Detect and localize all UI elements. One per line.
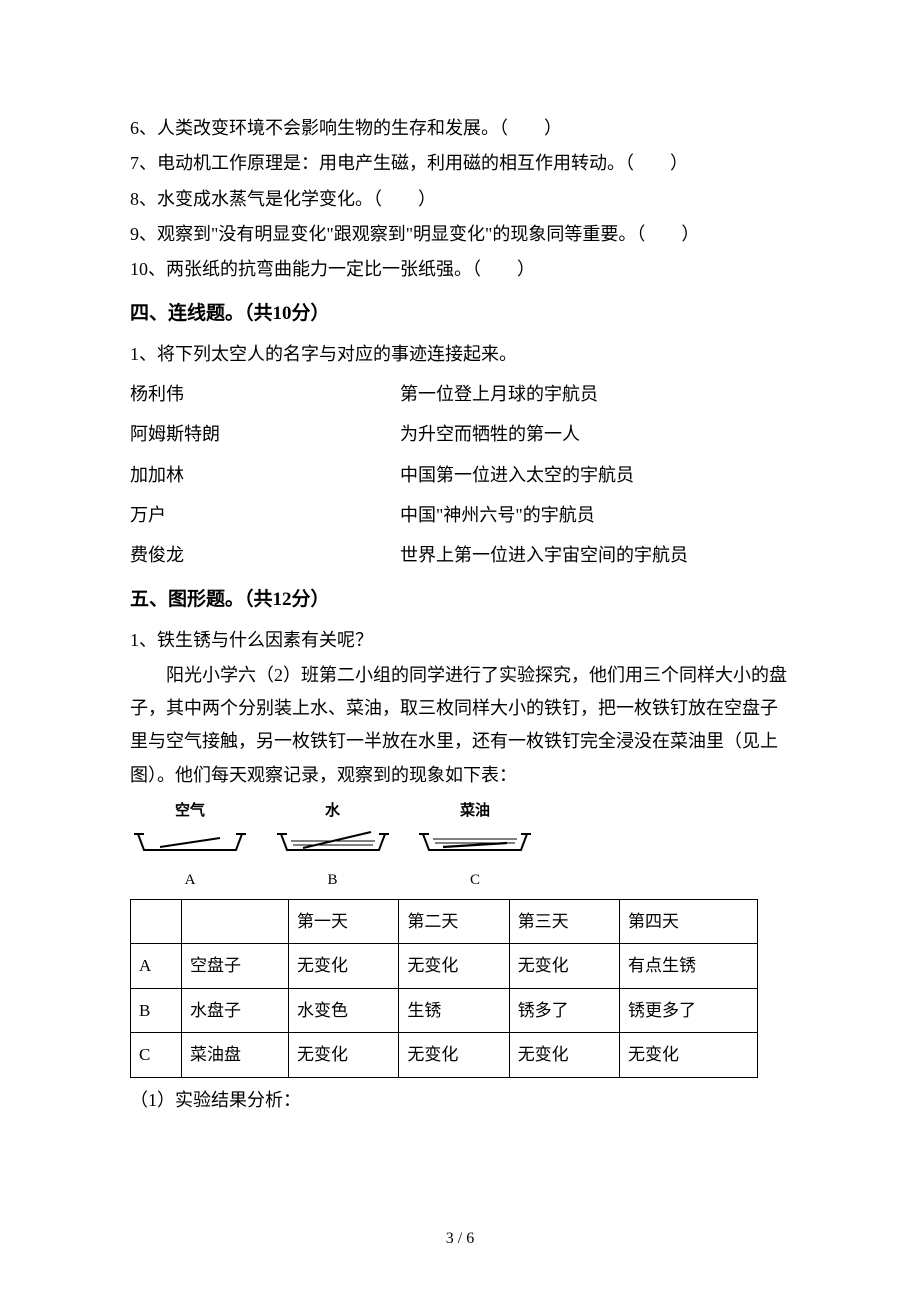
match-left: 阿姆斯特朗 bbox=[130, 418, 400, 451]
judgement-text: 观察到"没有明显变化"跟观察到"明显变化"的现象同等重要。（ ） bbox=[157, 224, 699, 244]
judgement-num: 8 bbox=[130, 189, 139, 209]
match-left: 费俊龙 bbox=[130, 539, 400, 572]
match-row: 万户 中国"神州六号"的宇航员 bbox=[130, 499, 790, 532]
judgement-num: 10 bbox=[130, 259, 148, 279]
th-day3: 第三天 bbox=[509, 899, 619, 943]
judgement-block: 6、人类改变环境不会影响生物的生存和发展。（ ） 7、电动机工作原理是：用电产生… bbox=[130, 112, 790, 286]
page: 6、人类改变环境不会影响生物的生存和发展。（ ） 7、电动机工作原理是：用电产生… bbox=[0, 0, 920, 1302]
cell-d1: 水变色 bbox=[289, 988, 399, 1032]
match-left: 加加林 bbox=[130, 459, 400, 492]
cell-d1: 无变化 bbox=[289, 944, 399, 988]
cell-d3: 无变化 bbox=[509, 944, 619, 988]
th-blank2 bbox=[182, 899, 289, 943]
match-block: 杨利伟 第一位登上月球的宇航员 阿姆斯特朗 为升空而牺牲的第一人 加加林 中国第… bbox=[130, 378, 790, 572]
section5-sub1: （1）实验结果分析： bbox=[130, 1084, 790, 1117]
dish-a: 空气 A bbox=[130, 798, 250, 895]
page-footer: 3 / 6 bbox=[0, 1224, 920, 1254]
match-row: 阿姆斯特朗 为升空而牺牲的第一人 bbox=[130, 418, 790, 451]
cell-d3: 无变化 bbox=[509, 1033, 619, 1077]
judgement-item: 7、电动机工作原理是：用电产生磁，利用磁的相互作用转动。（ ） bbox=[130, 147, 790, 180]
judgement-item: 10、两张纸的抗弯曲能力一定比一张纸强。（ ） bbox=[130, 253, 790, 286]
observation-table: 第一天 第二天 第三天 第四天 A 空盘子 无变化 无变化 无变化 有点生锈 B… bbox=[130, 899, 758, 1078]
cell-d4: 无变化 bbox=[620, 1033, 758, 1077]
match-right: 中国第一位进入太空的宇航员 bbox=[400, 459, 790, 492]
dish-b-icon bbox=[273, 828, 393, 856]
cell-d1: 无变化 bbox=[289, 1033, 399, 1077]
section4-title: 四、连线题。（共10分） bbox=[130, 296, 790, 331]
match-right: 为升空而牺牲的第一人 bbox=[400, 418, 790, 451]
dish-c-icon bbox=[415, 828, 535, 856]
table-row: C 菜油盘 无变化 无变化 无变化 无变化 bbox=[131, 1033, 758, 1077]
dish-a-label: 空气 bbox=[130, 798, 250, 826]
section5-para: 阳光小学六（2）班第二小组的同学进行了实验探究，他们用三个同样大小的盘子，其中两… bbox=[130, 659, 790, 792]
cell-d2: 无变化 bbox=[399, 1033, 509, 1077]
table-row-header: 第一天 第二天 第三天 第四天 bbox=[131, 899, 758, 943]
dish-b: 水 B bbox=[273, 798, 393, 895]
cell-code: B bbox=[131, 988, 182, 1032]
judgement-num: 7 bbox=[130, 153, 139, 173]
th-blank1 bbox=[131, 899, 182, 943]
dish-c: 菜油 C bbox=[415, 798, 535, 895]
cell-name: 水盘子 bbox=[182, 988, 289, 1032]
match-left: 杨利伟 bbox=[130, 378, 400, 411]
cell-name: 空盘子 bbox=[182, 944, 289, 988]
cell-d3: 锈多了 bbox=[509, 988, 619, 1032]
cell-code: A bbox=[131, 944, 182, 988]
match-row: 加加林 中国第一位进入太空的宇航员 bbox=[130, 459, 790, 492]
th-day1: 第一天 bbox=[289, 899, 399, 943]
cell-d2: 生锈 bbox=[399, 988, 509, 1032]
match-right: 第一位登上月球的宇航员 bbox=[400, 378, 790, 411]
section4-intro: 1、将下列太空人的名字与对应的事迹连接起来。 bbox=[130, 338, 790, 371]
match-left: 万户 bbox=[130, 499, 400, 532]
cell-code: C bbox=[131, 1033, 182, 1077]
dish-diagram: 空气 A 水 B 菜油 bbox=[130, 798, 790, 895]
table-row: A 空盘子 无变化 无变化 无变化 有点生锈 bbox=[131, 944, 758, 988]
cell-d4: 有点生锈 bbox=[620, 944, 758, 988]
match-row: 费俊龙 世界上第一位进入宇宙空间的宇航员 bbox=[130, 539, 790, 572]
dish-a-icon bbox=[130, 828, 250, 856]
judgement-text: 两张纸的抗弯曲能力一定比一张纸强。（ ） bbox=[166, 259, 535, 279]
judgement-num: 9 bbox=[130, 224, 139, 244]
th-day2: 第二天 bbox=[399, 899, 509, 943]
dish-b-label: 水 bbox=[273, 798, 393, 826]
judgement-item: 8、水变成水蒸气是化学变化。（ ） bbox=[130, 183, 790, 216]
match-row: 杨利伟 第一位登上月球的宇航员 bbox=[130, 378, 790, 411]
dish-c-caption: C bbox=[415, 867, 535, 895]
dish-b-caption: B bbox=[273, 867, 393, 895]
judgement-text: 电动机工作原理是：用电产生磁，利用磁的相互作用转动。（ ） bbox=[157, 153, 688, 173]
judgement-item: 9、观察到"没有明显变化"跟观察到"明显变化"的现象同等重要。（ ） bbox=[130, 218, 790, 251]
cell-name: 菜油盘 bbox=[182, 1033, 289, 1077]
judgement-item: 6、人类改变环境不会影响生物的生存和发展。（ ） bbox=[130, 112, 790, 145]
judgement-text: 人类改变环境不会影响生物的生存和发展。（ ） bbox=[157, 118, 562, 138]
table-row: B 水盘子 水变色 生锈 锈多了 锈更多了 bbox=[131, 988, 758, 1032]
judgement-num: 6 bbox=[130, 118, 139, 138]
judgement-text: 水变成水蒸气是化学变化。（ ） bbox=[157, 189, 436, 209]
section5-q1: 1、铁生锈与什么因素有关呢？ bbox=[130, 624, 790, 657]
match-right: 中国"神州六号"的宇航员 bbox=[400, 499, 790, 532]
match-right: 世界上第一位进入宇宙空间的宇航员 bbox=[400, 539, 790, 572]
section5-title: 五、图形题。（共12分） bbox=[130, 582, 790, 617]
cell-d4: 锈更多了 bbox=[620, 988, 758, 1032]
dish-a-caption: A bbox=[130, 867, 250, 895]
cell-d2: 无变化 bbox=[399, 944, 509, 988]
th-day4: 第四天 bbox=[620, 899, 758, 943]
dish-c-label: 菜油 bbox=[415, 798, 535, 826]
